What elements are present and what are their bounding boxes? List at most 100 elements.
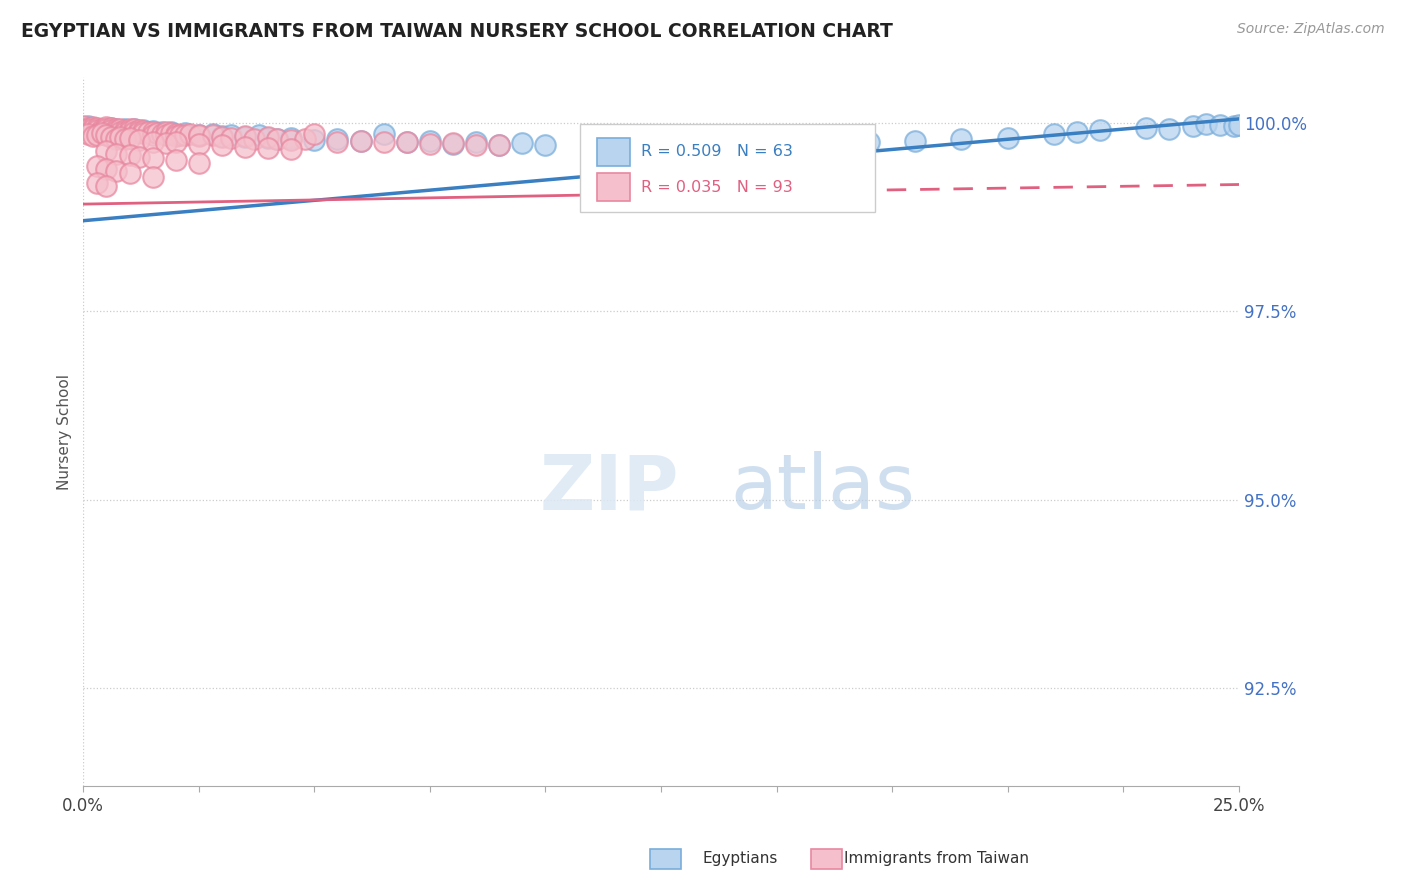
Point: [1043, 127, 1066, 141]
Point: [165, 128, 187, 142]
Point: [187, 129, 209, 144]
Point: [142, 124, 165, 138]
Point: [77, 127, 100, 141]
Point: [100, 123, 122, 137]
Point: [122, 122, 145, 136]
Point: [247, 128, 270, 143]
Text: atlas: atlas: [730, 451, 915, 525]
Point: [465, 137, 488, 152]
Point: [187, 128, 209, 142]
Point: [114, 132, 136, 146]
Point: [627, 139, 650, 153]
Point: [150, 127, 173, 141]
Point: [155, 127, 177, 141]
Point: [122, 122, 145, 136]
Point: [233, 140, 256, 154]
Point: [110, 130, 132, 145]
Point: [100, 120, 122, 135]
Point: [395, 136, 418, 150]
Point: [77, 122, 100, 136]
Point: [90, 123, 112, 137]
Point: [104, 131, 127, 145]
Point: [211, 138, 233, 153]
Point: [280, 142, 302, 156]
Point: [169, 128, 191, 142]
Point: [150, 125, 173, 139]
Point: [96, 120, 118, 135]
Point: [86, 128, 108, 142]
Point: [110, 123, 132, 137]
Point: [90, 126, 112, 140]
Point: [118, 130, 141, 145]
Point: [110, 122, 132, 136]
Point: [114, 121, 136, 136]
Point: [1195, 117, 1218, 131]
Point: [326, 131, 349, 145]
Point: [72, 120, 94, 134]
Point: [326, 135, 349, 149]
Point: [77, 120, 100, 134]
Point: [118, 148, 141, 162]
Point: [104, 125, 127, 139]
Point: [146, 126, 169, 140]
Point: [118, 121, 141, 136]
Point: [257, 130, 280, 145]
Point: [155, 126, 177, 140]
Point: [233, 130, 256, 145]
Point: [858, 136, 880, 150]
Point: [132, 123, 155, 137]
Point: [441, 136, 464, 151]
Text: R = 0.509   N = 63: R = 0.509 N = 63: [641, 145, 793, 160]
Point: [104, 146, 127, 161]
Point: [100, 124, 122, 138]
Point: [765, 138, 787, 153]
Point: [201, 127, 224, 141]
Point: [128, 125, 150, 139]
Point: [211, 130, 233, 145]
Point: [86, 121, 108, 136]
FancyBboxPatch shape: [581, 123, 875, 212]
Point: [1227, 118, 1250, 132]
Text: Source: ZipAtlas.com: Source: ZipAtlas.com: [1237, 22, 1385, 37]
Point: [110, 125, 132, 139]
Point: [419, 136, 441, 151]
Point: [950, 132, 973, 146]
Point: [266, 131, 288, 145]
Point: [104, 164, 127, 178]
Point: [280, 130, 302, 145]
Point: [1135, 120, 1157, 135]
Text: R = 0.035   N = 93: R = 0.035 N = 93: [641, 180, 793, 194]
Point: [96, 122, 118, 136]
Point: [280, 133, 302, 147]
Point: [132, 126, 155, 140]
Y-axis label: Nursery School: Nursery School: [58, 374, 72, 490]
Point: [122, 125, 145, 139]
Point: [419, 134, 441, 148]
Point: [96, 128, 118, 143]
Point: [82, 129, 104, 144]
Point: [165, 129, 187, 144]
Point: [146, 126, 169, 140]
Text: Immigrants from Taiwan: Immigrants from Taiwan: [844, 851, 1029, 865]
Point: [96, 145, 118, 159]
Point: [266, 132, 288, 146]
Point: [77, 120, 100, 135]
Point: [581, 136, 603, 151]
Point: [441, 136, 464, 150]
Point: [128, 123, 150, 137]
Point: [155, 128, 177, 142]
Point: [243, 131, 266, 145]
Point: [512, 136, 534, 150]
Point: [90, 124, 112, 138]
Point: [257, 130, 280, 145]
Point: [128, 133, 150, 147]
Point: [373, 136, 395, 150]
Point: [128, 150, 150, 164]
Point: [160, 126, 183, 140]
Point: [488, 137, 510, 152]
Point: [136, 126, 159, 140]
Point: [132, 124, 155, 138]
Point: [174, 128, 197, 143]
Point: [100, 120, 122, 135]
Point: [201, 128, 224, 143]
